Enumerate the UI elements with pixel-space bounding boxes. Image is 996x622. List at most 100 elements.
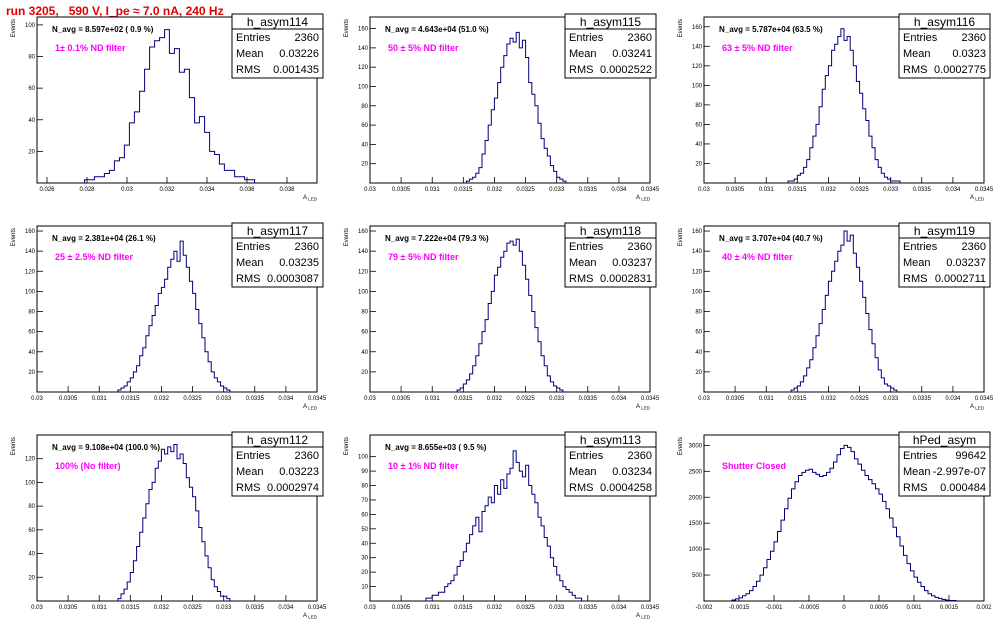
x-tick-label: 0.0315 [454,396,473,402]
stats-label: RMS [569,273,593,285]
stats-box-frame [231,222,324,288]
x-tick-label: 0.034 [611,187,627,193]
x-tick-label: -0.001 [765,605,783,611]
histogram-panel-hPed_asym: 500 1000 1500 2000 2500 3000 -0.002 -0.0015 -0.0… [678,431,992,611]
x-tick-label: 0.0325 [516,396,535,402]
stats-label: RMS [236,64,260,76]
x-tick-label: 0.0315 [788,396,807,402]
x-tick-label: 0.032 [821,187,837,193]
y-tick-label: 60 [28,528,35,534]
stats-box: h_asym113 Entries 2360 Mean 0.03234 RMS 0.0004… [564,431,657,497]
y-axis-label: Events [678,437,684,455]
stats-value: 2360 [295,241,319,253]
histogram-name: hPed_asym [913,433,976,447]
x-tick-label: 0.0315 [454,187,473,193]
filter-annotation: 63 ± 5% ND filter [722,43,793,53]
y-tick-label: 120 [692,269,703,275]
stats-value: -2.997e-07 [933,466,986,478]
x-tick-label: 0.034 [611,396,627,402]
histogram-panel-h_asym116: 20 40 60 80 100 120 140 160 0.03 0.0305 0.031 0.031… [678,13,994,202]
x-tick-label: 0.03 [31,396,43,402]
filter-annotation: Shutter Closed [722,461,786,471]
stats-box-frame [564,222,657,288]
stats-box: h_asym114 Entries 2360 Mean 0.03226 RMS 0.0014… [231,13,324,79]
stats-value: 0.03226 [279,48,319,60]
n-avg-label: N_avg = 8.597e+02 ( 0.9 %) [52,25,154,34]
stats-value: 99642 [955,450,986,462]
filter-annotation: 1± 0.1% ND filter [55,43,126,53]
y-tick-label: 80 [361,484,368,490]
y-tick-label: 40 [28,118,35,124]
x-tick-label: -0.0005 [799,605,820,611]
x-tick-label: 0.026 [39,187,55,193]
x-tick-label: 0.032 [159,187,175,193]
y-tick-label: 140 [358,46,369,52]
x-tick-label: 0.036 [239,187,255,193]
stats-label: Mean [903,466,931,478]
histogram-panel-h_asym119: 20 40 60 80 100 120 140 160 0.03 0.0305 0.031 0.031… [678,222,994,411]
x-tick-label: -0.0015 [729,605,750,611]
x-tick-label: 0.0005 [870,605,889,611]
y-tick-label: 20 [695,370,702,376]
y-axis-label: Events [678,228,684,246]
x-tick-label: 0.0335 [913,187,932,193]
stats-value: 2360 [628,241,652,253]
x-tick-label: 0.033 [549,187,565,193]
x-tick-label: 0.0345 [308,396,327,402]
y-tick-label: 20 [695,161,702,167]
y-tick-label: 160 [358,27,369,33]
stats-value: 0.03223 [279,466,319,478]
filter-annotation: 25 ± 2.5% ND filter [55,252,133,262]
stats-label: RMS [903,64,927,76]
y-tick-label: 80 [28,504,35,510]
n-avg-label: N_avg = 3.707e+04 (40.7 %) [719,234,823,243]
x-tick-label: 0.0315 [121,605,140,611]
y-tick-label: 60 [695,122,702,128]
x-tick-label: 0.0325 [850,187,869,193]
x-tick-label: 0.032 [487,396,503,402]
stats-value: 2360 [295,450,319,462]
stats-box: hPed_asym Entries 99642 Mean -2.997e-07 RMS 0.… [898,431,991,497]
histogram-line [790,230,898,392]
y-tick-label: 80 [361,104,368,110]
plot-frame [36,434,318,602]
stats-label: RMS [569,482,593,494]
x-axis-label: A LED [970,404,985,411]
x-tick-label: 0.0305 [59,605,78,611]
y-tick-label: 1500 [689,521,703,527]
y-tick-label: 2000 [689,495,703,501]
x-tick-label: 0 [842,605,846,611]
stats-box: h_asym119 Entries 2360 Mean 0.03237 RMS 0.0002… [898,222,991,288]
stats-label: Entries [903,450,938,462]
x-tick-label: 0.032 [154,605,170,611]
y-tick-label: 160 [692,229,703,235]
x-tick-label: 0.033 [216,605,232,611]
x-tick-label: 0.034 [199,187,215,193]
stats-value: 0.001435 [273,64,319,76]
x-tick-label: 0.0345 [641,605,660,611]
stats-box-frame [564,431,657,497]
stats-value: 2360 [962,241,986,253]
histogram-panel-h_asym118: 20 40 60 80 100 120 140 160 0.03 0.0305 0.031 0.031… [344,222,660,411]
y-tick-label: 40 [695,142,702,148]
y-tick-label: 160 [692,25,703,31]
stats-label: RMS [903,273,927,285]
x-tick-label: 0.031 [425,605,441,611]
y-tick-label: 20 [28,575,35,581]
x-tick-label: 0.0305 [59,396,78,402]
stats-box: h_asym112 Entries 2360 Mean 0.03223 RMS 0.0002… [231,431,324,497]
y-axis-label: Events [11,228,17,246]
x-tick-label: 0.031 [759,187,775,193]
x-tick-label: 0.0345 [308,605,327,611]
plot-frame [703,225,985,393]
stats-value: 2360 [295,32,319,44]
y-tick-label: 80 [695,310,702,316]
stats-label: Mean [236,48,264,60]
y-tick-label: 60 [28,86,35,92]
histogram-name: h_asym114 [247,15,308,29]
filter-annotation: 100% (No filter) [55,461,121,471]
x-tick-label: 0.031 [425,396,441,402]
x-axis-label: A LED [636,613,651,620]
stats-box: h_asym115 Entries 2360 Mean 0.03241 RMS 0.0002… [564,13,657,79]
x-tick-label: 0.034 [945,187,961,193]
